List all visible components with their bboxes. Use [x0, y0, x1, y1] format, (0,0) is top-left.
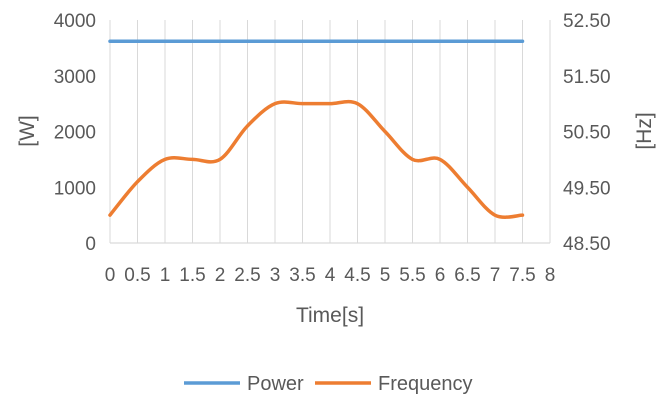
y-right-tick-label: 49.50 [563, 178, 611, 199]
x-tick-label: 4 [325, 265, 336, 286]
x-tick-label: 0.5 [124, 265, 150, 286]
x-axis-title: Time[s] [296, 304, 364, 327]
y-axis-left-title: [W] [16, 115, 39, 147]
vertical-gridlines [109, 20, 551, 243]
x-tick-label: 3 [270, 265, 281, 286]
x-tick-label: 0 [105, 265, 116, 286]
x-tick-label: 8 [545, 265, 556, 286]
y-left-tick-label: 4000 [54, 11, 96, 32]
y-right-tick-label: 52.50 [563, 11, 611, 32]
y-right-tick-label: 50.50 [563, 123, 611, 144]
legend-label-power: Power [247, 373, 304, 395]
series-frequency-line [108, 99, 525, 219]
x-tick-label: 6 [435, 265, 446, 286]
x-tick-label: 2.5 [234, 265, 260, 286]
y-right-tick-label: 48.50 [563, 234, 611, 255]
y-axis-right-ticks: 48.50 49.50 50.50 51.50 52.50 [563, 11, 611, 255]
y-right-tick-label: 51.50 [563, 67, 611, 88]
x-tick-label: 5 [380, 265, 391, 286]
x-tick-label: 7.5 [509, 265, 535, 286]
y-left-tick-label: 0 [85, 234, 96, 255]
x-tick-label: 5.5 [399, 265, 425, 286]
y-axis-right-title: [Hz] [633, 112, 656, 149]
x-tick-label: 7 [490, 265, 501, 286]
series-layer [108, 39, 525, 219]
x-axis-ticks: 0 0.5 1 1.5 2 2.5 3 3.5 4 4.5 5 5.5 6 6.5 7 7.5 8 [105, 265, 556, 286]
y-left-tick-label: 1000 [54, 178, 96, 199]
legend: Power Frequency [184, 373, 473, 395]
x-tick-label: 3.5 [289, 265, 315, 286]
x-tick-label: 4.5 [344, 265, 370, 286]
x-tick-label: 1.5 [179, 265, 205, 286]
x-tick-label: 6.5 [454, 265, 480, 286]
x-tick-label: 2 [215, 265, 226, 286]
x-tick-label: 1 [160, 265, 171, 286]
y-axis-left-ticks: 0 1000 2000 3000 4000 [54, 11, 96, 255]
y-left-tick-label: 3000 [54, 67, 96, 88]
legend-label-frequency: Frequency [378, 373, 473, 395]
y-left-tick-label: 2000 [54, 123, 96, 144]
